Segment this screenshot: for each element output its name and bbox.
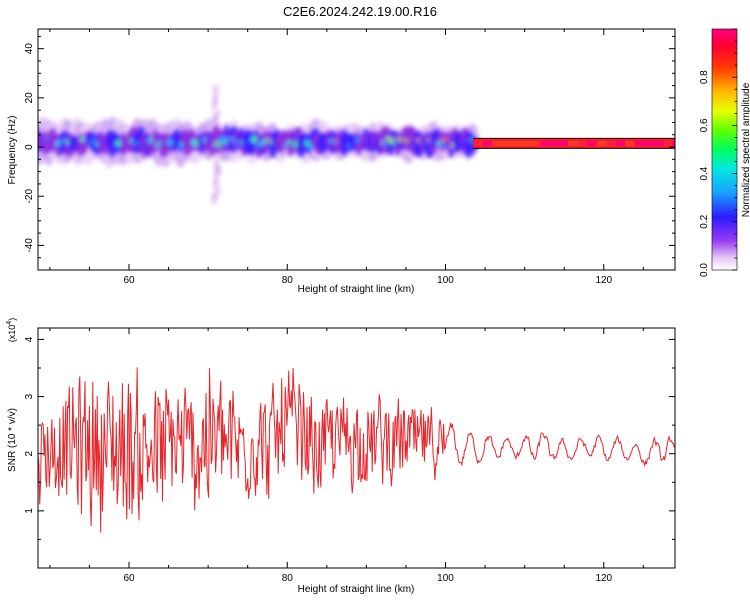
heatmap-cell (539, 140, 550, 146)
snr-y-axis: 1 2 3 4 (24, 336, 675, 540)
heatmap-cell (520, 140, 531, 146)
heatmap-cell (213, 109, 222, 116)
y-tick-label: 3 (24, 393, 35, 399)
spectrogram-y-axis: -40 -20 0 20 40 (24, 35, 675, 271)
x-tick-label: 80 (282, 573, 294, 584)
y-tick-label: 0 (24, 144, 35, 150)
heatmap-cell (672, 140, 675, 146)
heatmap-cell (587, 140, 597, 146)
spectrogram-panel: 60 80 100 120 -40 -20 0 20 40 Height of straigh… (7, 28, 676, 295)
snr-x-label: Height of straight line (km) (298, 584, 415, 595)
heatmap-cell (577, 140, 588, 146)
strong-line-segments (473, 140, 675, 146)
y-tick-label: 4 (24, 336, 35, 342)
colorbar-tick-label: 0.6 (699, 118, 710, 132)
spectrogram-y-label: Frequency (Hz) (7, 116, 18, 185)
x-tick-label: 100 (437, 573, 454, 584)
heatmap-cell (634, 140, 645, 146)
colorbar-tick-label: 0.8 (699, 70, 710, 84)
heatmap-cell (213, 158, 220, 165)
y-tick-label: 20 (24, 92, 35, 104)
heatmap-cells (38, 85, 675, 205)
x-tick-label: 60 (123, 573, 135, 584)
snr-frame (37, 327, 676, 569)
heatmap-cell (501, 140, 512, 146)
colorbar-ticks: 0.0 0.2 0.4 0.6 0.8 (699, 28, 737, 277)
heatmap-cell (644, 140, 654, 146)
colorbar: 0.0 0.2 0.4 0.6 0.8 Normalized spectral ampl… (699, 28, 750, 277)
heatmap-cell (625, 140, 635, 146)
x-tick-label: 120 (595, 573, 612, 584)
heatmap-cell (492, 140, 503, 146)
heatmap-cell (213, 89, 220, 96)
x-tick-label: 120 (595, 275, 612, 286)
heatmap-cell (213, 168, 222, 175)
heatmap-cell (211, 104, 217, 111)
heatmap-cell (482, 140, 493, 146)
heatmap-cell (212, 94, 218, 101)
x-tick-label: 60 (123, 275, 135, 286)
heatmap-cell (615, 140, 626, 146)
spectrogram-frame (37, 28, 676, 271)
heatmap-cell (213, 178, 219, 185)
heatmap-cell (211, 193, 219, 200)
y-tick-label: 2 (24, 450, 35, 456)
heatmap-cell (511, 140, 521, 146)
snr-series-line (38, 367, 675, 533)
y-tick-label: 40 (24, 43, 35, 55)
heatmap-cell (212, 183, 221, 190)
heatmap-cell (212, 99, 218, 106)
colorbar-label: Normalized spectral amplitude (741, 82, 750, 217)
heatmap-cell (212, 119, 219, 126)
snr-panel: 60 80 100 120 1 2 3 4 Height of straight line … (6, 318, 676, 595)
snr-x-axis: 60 80 100 120 (49, 328, 644, 584)
heatmap-cell (213, 188, 222, 195)
heatmap-cell (606, 140, 616, 146)
y-tick-label: -20 (24, 189, 35, 204)
heatmap-cell (211, 85, 220, 92)
colorbar-gradient (712, 29, 737, 270)
heatmap-cell (549, 140, 559, 146)
heatmap-cell (653, 140, 664, 146)
x-tick-label: 80 (282, 275, 294, 286)
y-tick-label: -40 (24, 238, 35, 253)
heatmap-cell (663, 140, 673, 146)
heatmap-cell (211, 114, 220, 121)
heatmap-cell (530, 140, 540, 146)
heatmap-cell (596, 140, 607, 146)
snr-y-multiplier: (x104) (6, 318, 17, 342)
spectrogram-x-axis: 60 80 100 120 (49, 29, 644, 286)
heatmap-cell (568, 140, 578, 146)
colorbar-tick-label: 0.4 (699, 166, 710, 180)
heatmap-cell (213, 163, 222, 170)
colorbar-tick-label: 0.0 (699, 263, 710, 277)
y-tick-label: 1 (24, 508, 35, 514)
colorbar-tick-label: 0.2 (699, 214, 710, 228)
heatmap-core (38, 125, 479, 159)
figure-title: C2E6.2024.242.19.00.R16 (283, 4, 437, 19)
heatmap-cell (213, 173, 221, 180)
heatmap-cell (473, 140, 484, 146)
heatmap-cell (558, 140, 569, 146)
heatmap-cell (210, 198, 218, 205)
snr-y-label: SNR (10 * v/v) (7, 408, 18, 472)
x-tick-label: 100 (437, 275, 454, 286)
spectrogram-x-label: Height of straight line (km) (298, 284, 415, 295)
